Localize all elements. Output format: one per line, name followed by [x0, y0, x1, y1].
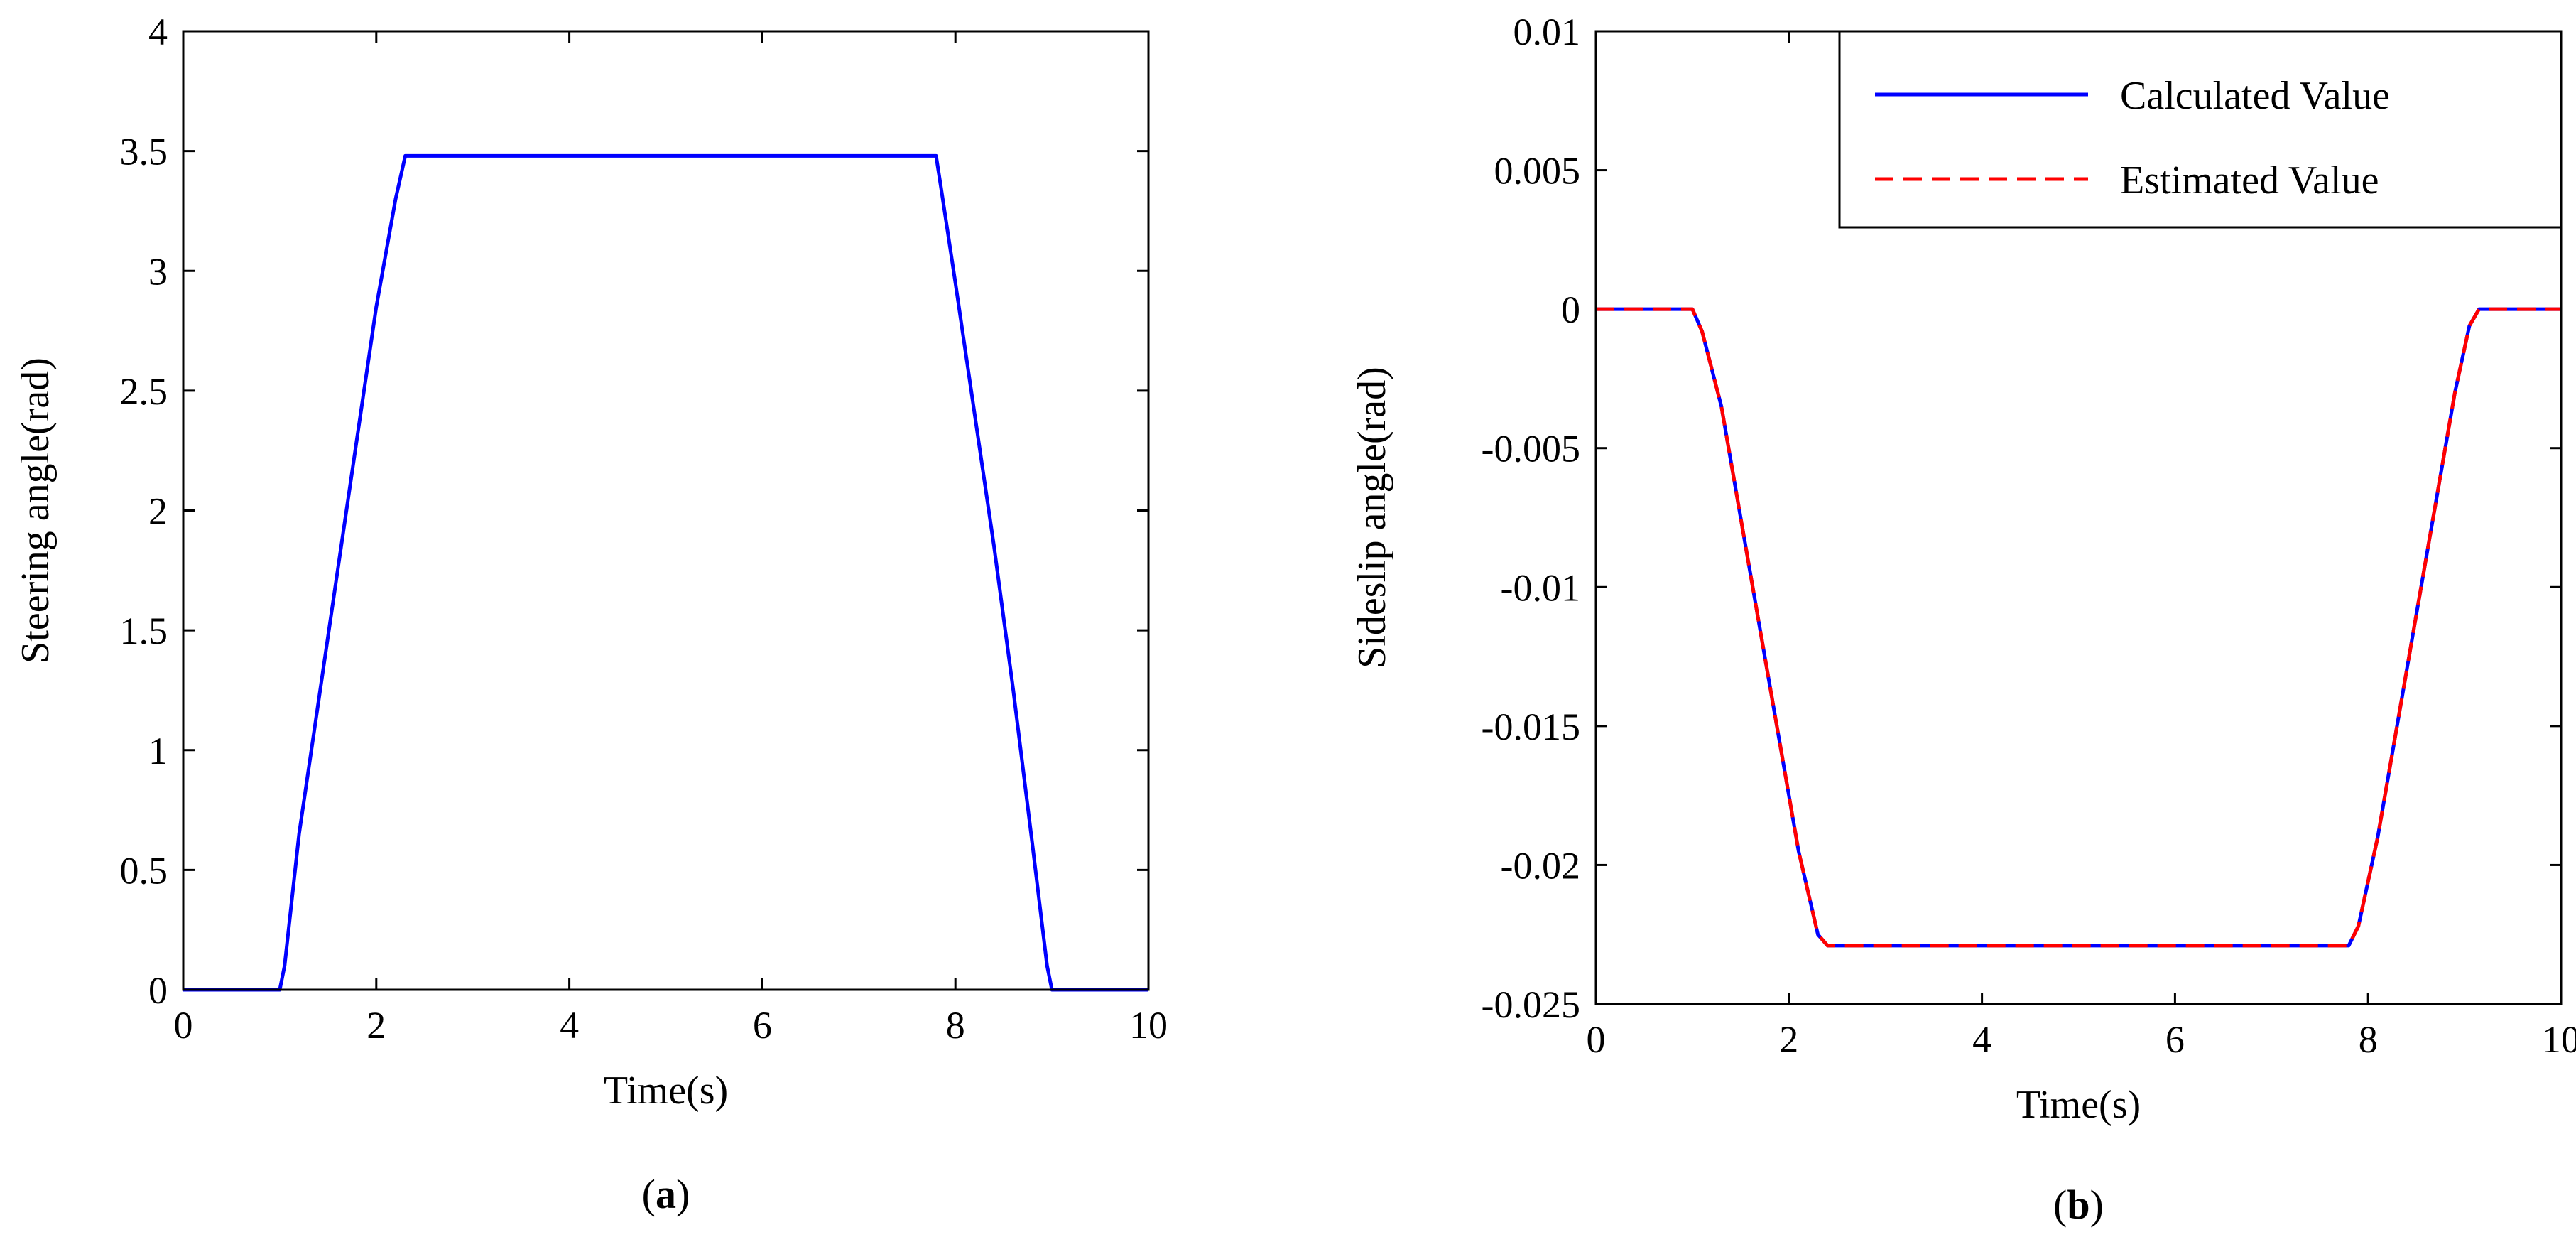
panel-a-x-axis-label: Time(s)	[604, 1069, 728, 1113]
panel-b-x-tick-labels: 0 2 4 6 8 10	[1587, 1018, 2576, 1061]
panel-a-x-tick-labels: 0 2 4 6 8 10	[174, 1004, 1168, 1047]
panel-a-caption-close: )	[676, 1171, 690, 1217]
panel-b-caption-close: )	[2090, 1182, 2104, 1228]
y-tick-label: -0.015	[1482, 706, 1580, 748]
panel-b-caption-letter: b	[2067, 1182, 2089, 1228]
series-line-steering-angle	[183, 153, 1148, 992]
x-tick-label: 10	[2542, 1018, 2576, 1061]
panel-a-caption: (a)	[642, 1171, 690, 1217]
x-tick-label: 6	[753, 1004, 772, 1047]
y-tick-label: 3.5	[120, 131, 168, 173]
x-tick-label: 4	[560, 1004, 579, 1047]
y-tick-label: 4	[148, 11, 168, 53]
y-tick-label: 0.01	[1513, 11, 1581, 53]
x-tick-label: 0	[1587, 1018, 1606, 1061]
panel-a-axes-frame	[182, 30, 1150, 991]
x-tick-label: 2	[1779, 1018, 1798, 1061]
panel-a-caption-letter: a	[656, 1171, 676, 1217]
legend-label-calculated: Calculated Value	[2120, 74, 2390, 118]
y-tick-label: 1.5	[120, 610, 168, 652]
y-tick-label: -0.005	[1482, 428, 1580, 470]
y-tick-label: 2.5	[120, 370, 168, 413]
panel-a-caption-open: (	[642, 1171, 656, 1217]
y-tick-label: 0.005	[1494, 150, 1581, 193]
panel-b-series	[1596, 307, 2561, 948]
y-tick-label: -0.02	[1501, 844, 1580, 887]
panel-b-caption-open: (	[2053, 1182, 2067, 1228]
x-tick-label: 8	[946, 1004, 965, 1047]
panel-a-y-axis-label: Steering angle(rad)	[13, 357, 58, 664]
y-tick-label: 2	[148, 490, 168, 533]
series-line-estimated-value	[1596, 307, 2561, 948]
x-tick-label: 6	[2165, 1018, 2185, 1061]
panel-b-x-axis-label: Time(s)	[2016, 1083, 2141, 1127]
panel-b-sideslip-angle: 0 2 4 6 8 10 -0.025 -0.02 -0.015 -0.01 -0.005 0 0.0…	[1350, 11, 2576, 1228]
panel-a-steering-angle: 0 2 4 6 8 10 0 0.5 1 1.5 2 2.5 3 3.5 4 Time(s) Steeri…	[13, 11, 1168, 1217]
panel-b-y-tick-labels: -0.025 -0.02 -0.015 -0.01 -0.005 0 0.005 0.01	[1482, 11, 1580, 1026]
panel-b-caption: (b)	[2053, 1182, 2104, 1228]
y-tick-label: 0	[148, 969, 168, 1012]
y-tick-label: -0.01	[1501, 566, 1580, 609]
legend-box	[1838, 30, 2563, 229]
y-tick-label: 1	[148, 730, 168, 772]
y-tick-label: 3	[148, 250, 168, 293]
y-tick-label: 0.5	[120, 849, 168, 892]
panel-a-series	[183, 153, 1148, 992]
x-tick-label: 4	[1972, 1018, 1991, 1061]
x-tick-label: 0	[174, 1004, 193, 1047]
x-tick-label: 10	[1129, 1004, 1168, 1047]
legend-label-estimated: Estimated Value	[2120, 158, 2379, 202]
panel-b-y-axis-label: Sideslip angle(rad)	[1350, 367, 1394, 669]
panel-a-y-tick-labels: 0 0.5 1 1.5 2 2.5 3 3.5 4	[120, 11, 168, 1012]
x-tick-label: 8	[2359, 1018, 2378, 1061]
y-tick-label: -0.025	[1482, 983, 1580, 1026]
panel-b-legend: Calculated Value Estimated Value	[1838, 30, 2563, 229]
y-tick-label: 0	[1561, 288, 1580, 331]
x-tick-label: 2	[366, 1004, 386, 1047]
